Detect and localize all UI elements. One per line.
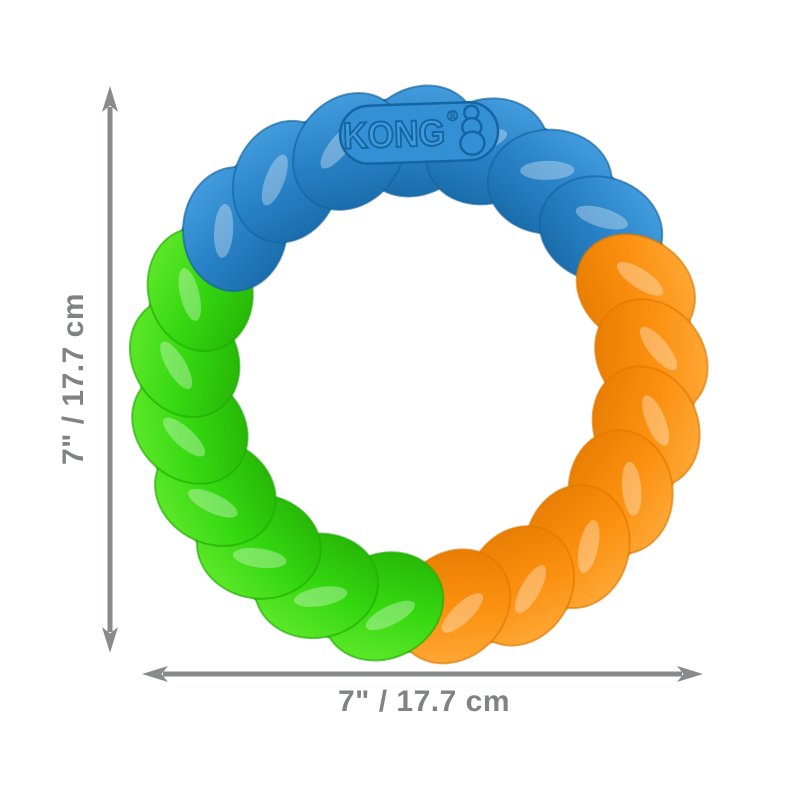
logo-pill bbox=[338, 101, 500, 165]
gloss-highlight bbox=[577, 520, 600, 574]
brand-wordmark: KONG bbox=[342, 112, 445, 157]
gloss-highlight bbox=[163, 417, 206, 457]
arrow-down-icon bbox=[102, 627, 118, 653]
gloss-highlight bbox=[520, 160, 575, 180]
gloss-highlight bbox=[214, 203, 234, 258]
gloss-highlight bbox=[642, 395, 670, 446]
arrow-up-icon bbox=[102, 86, 118, 112]
gloss-highlight bbox=[261, 154, 288, 206]
horizontal-dimension-label: 7" / 17.7 cm bbox=[338, 685, 510, 718]
arrow-right-icon bbox=[677, 666, 703, 682]
horizontal-dimension bbox=[142, 666, 703, 682]
arrow-left-icon bbox=[142, 666, 168, 682]
gloss-highlight bbox=[178, 268, 201, 321]
rope-twist-segments bbox=[128, 84, 709, 665]
gloss-highlight bbox=[293, 586, 348, 607]
gloss-highlight bbox=[441, 593, 484, 633]
registered-trademark: ® bbox=[447, 108, 459, 125]
kong-classic-toy-icon bbox=[459, 104, 486, 156]
vertical-dimension-label: 7" / 17.7 cm bbox=[57, 293, 90, 465]
gloss-highlight bbox=[639, 326, 678, 371]
gloss-highlight bbox=[365, 600, 415, 631]
rope-gloss-highlights bbox=[160, 115, 678, 633]
gloss-highlight bbox=[160, 341, 193, 390]
gloss-highlight bbox=[232, 547, 287, 569]
gloss-highlight bbox=[187, 488, 238, 518]
gloss-highlight bbox=[575, 205, 628, 230]
vertical-dimension bbox=[102, 86, 118, 653]
gloss-highlight bbox=[514, 565, 547, 614]
gloss-highlight bbox=[616, 261, 664, 296]
kong-logo-plate: KONG ® bbox=[338, 101, 500, 165]
gloss-highlight bbox=[621, 461, 642, 516]
